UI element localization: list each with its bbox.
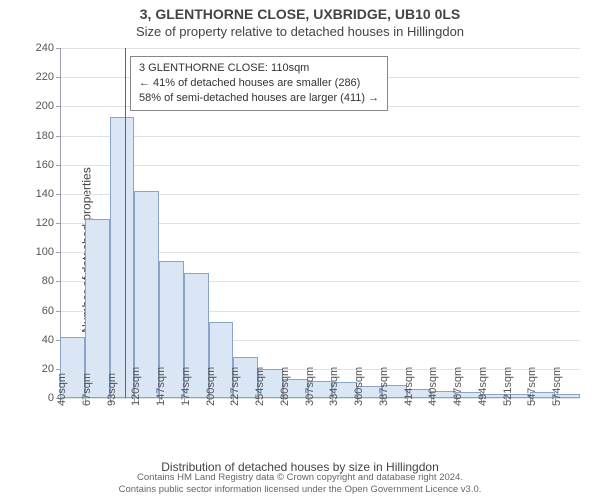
- y-tick-label: 140: [36, 188, 60, 200]
- y-tick-label: 40: [42, 334, 60, 346]
- x-tick-label: 174sqm: [180, 365, 192, 406]
- x-tick-label: 360sqm: [353, 365, 365, 406]
- x-tick-label: 254sqm: [254, 365, 266, 406]
- chart-frame: 3, GLENTHORNE CLOSE, UXBRIDGE, UB10 0LS …: [0, 0, 600, 500]
- x-tick-label: 387sqm: [378, 365, 390, 406]
- footer-line-2: Contains public sector information licen…: [0, 484, 600, 496]
- x-tick-label: 93sqm: [106, 371, 118, 406]
- x-tick-label: 334sqm: [328, 365, 340, 406]
- callout-line-1: 3 GLENTHORNE CLOSE: 110sqm: [139, 61, 379, 76]
- histogram-bar: [110, 117, 135, 398]
- y-tick-label: 100: [36, 246, 60, 258]
- x-tick-label: 67sqm: [81, 371, 93, 406]
- x-tick-label: 280sqm: [279, 365, 291, 406]
- x-tick-label: 200sqm: [205, 365, 217, 406]
- y-tick-label: 240: [36, 42, 60, 54]
- callout-line-3: 58% of semi-detached houses are larger (…: [139, 91, 379, 106]
- x-tick-label: 574sqm: [551, 365, 563, 406]
- plot-area: 020406080100120140160180200220240 40sqm6…: [60, 48, 580, 398]
- x-tick-label: 494sqm: [477, 365, 489, 406]
- y-tick-label: 120: [36, 217, 60, 229]
- callout-box: 3 GLENTHORNE CLOSE: 110sqm ← 41% of deta…: [130, 56, 388, 111]
- x-tick-label: 307sqm: [304, 365, 316, 406]
- y-tick-label: 180: [36, 130, 60, 142]
- y-tick-label: 200: [36, 100, 60, 112]
- y-tick-label: 220: [36, 71, 60, 83]
- x-tick-label: 467sqm: [452, 365, 464, 406]
- x-tick-label: 147sqm: [155, 365, 167, 406]
- x-tick-label: 521sqm: [502, 365, 514, 406]
- marker-line: [125, 48, 126, 398]
- x-tick-label: 120sqm: [130, 365, 142, 406]
- x-tick-label: 227sqm: [229, 365, 241, 406]
- footer: Contains HM Land Registry data © Crown c…: [0, 472, 600, 496]
- callout-line-2: ← 41% of detached houses are smaller (28…: [139, 76, 379, 91]
- x-tick-label: 40sqm: [56, 371, 68, 406]
- footer-line-1: Contains HM Land Registry data © Crown c…: [0, 472, 600, 484]
- y-tick-label: 80: [42, 275, 60, 287]
- y-tick-label: 60: [42, 305, 60, 317]
- page-title: 3, GLENTHORNE CLOSE, UXBRIDGE, UB10 0LS: [0, 0, 600, 22]
- x-tick-label: 547sqm: [526, 365, 538, 406]
- x-tick-label: 440sqm: [427, 365, 439, 406]
- page-subtitle: Size of property relative to detached ho…: [0, 22, 600, 39]
- x-tick-label: 414sqm: [403, 365, 415, 406]
- y-tick-label: 160: [36, 159, 60, 171]
